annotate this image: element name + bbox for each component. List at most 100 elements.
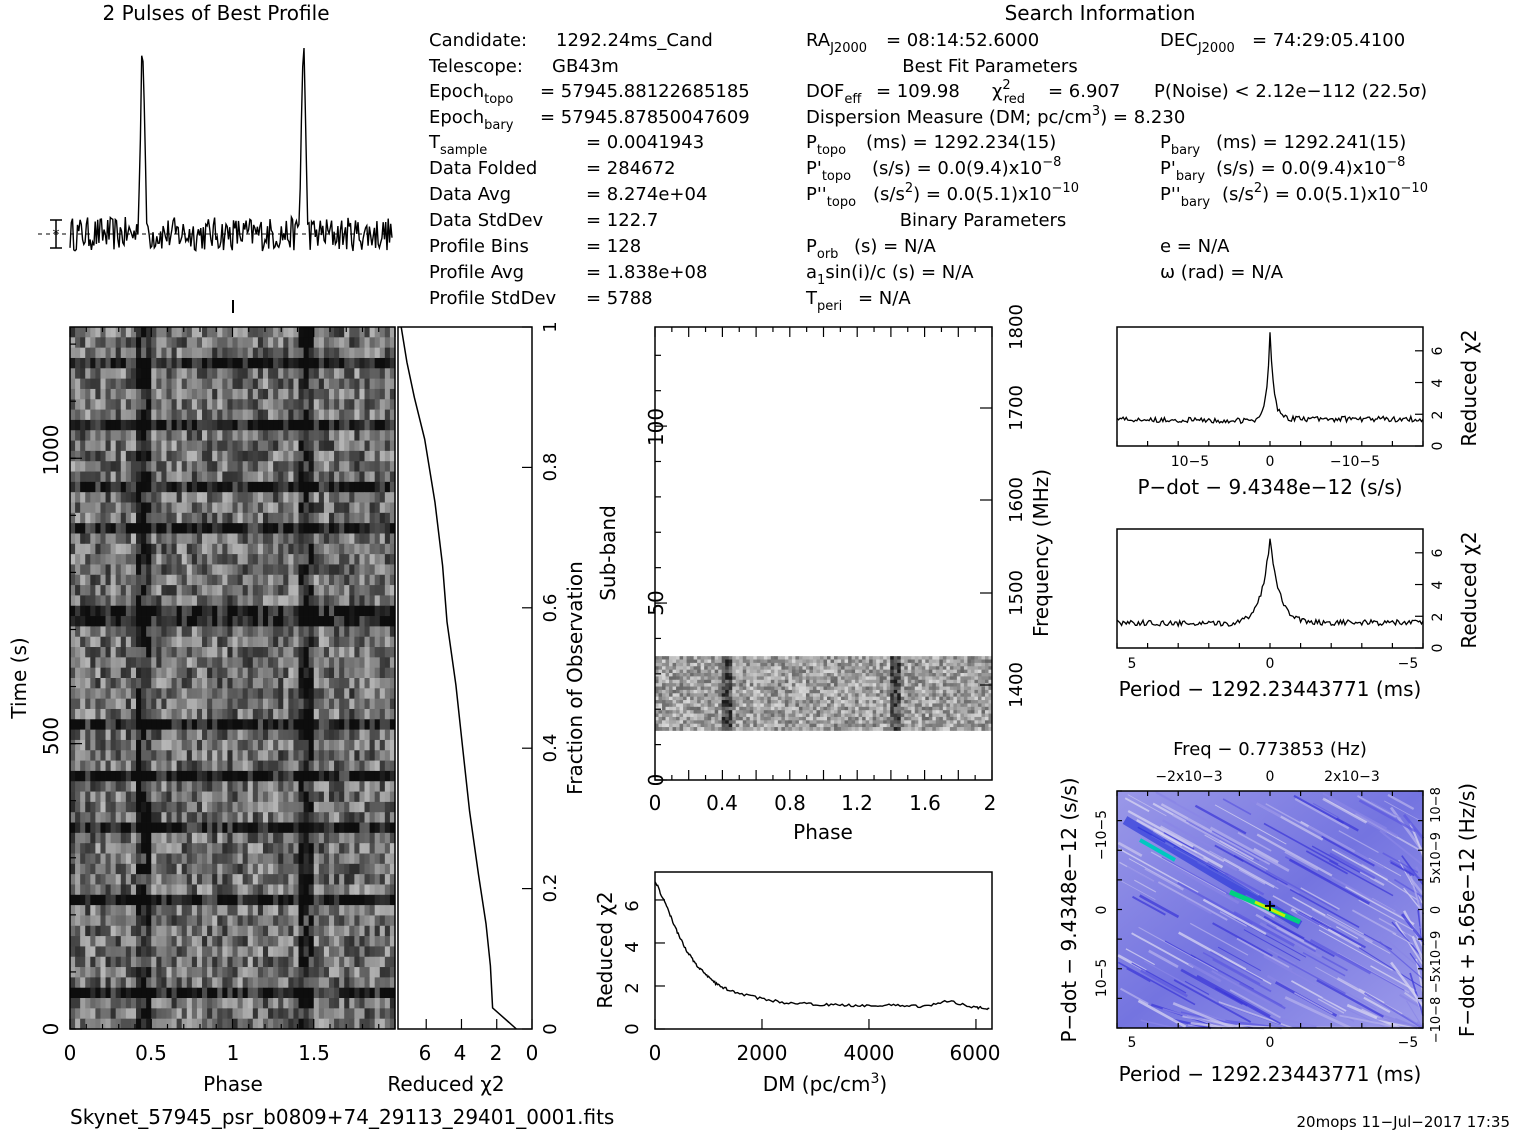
tp-cell — [283, 884, 289, 896]
tp-cell — [334, 636, 340, 648]
tp-cell — [252, 977, 259, 989]
tp-cell — [268, 729, 274, 741]
tp-cell — [232, 605, 238, 617]
tp-cell — [268, 770, 274, 782]
tp-cell — [268, 905, 274, 916]
tp-cell — [186, 574, 193, 586]
tp-cell — [202, 368, 208, 380]
tp-cell — [171, 512, 178, 524]
tp-cell — [374, 967, 381, 978]
tp-cell — [217, 801, 223, 813]
tp-cell — [196, 698, 203, 710]
tp-cell — [268, 399, 274, 410]
tp-cell — [161, 667, 167, 679]
tp-cell — [323, 409, 330, 421]
tp-cell — [120, 378, 127, 390]
tp-cell — [130, 440, 137, 452]
tp-cell — [247, 461, 254, 472]
tp-cell — [100, 512, 106, 524]
sb-cell — [988, 659, 993, 664]
tp-cell — [85, 450, 91, 462]
tp-cell — [130, 822, 137, 834]
tp-cell — [369, 977, 376, 989]
tp-cell — [141, 874, 147, 885]
tp-cell — [222, 337, 228, 349]
sb-cell — [742, 659, 747, 664]
tp-cell — [156, 647, 162, 658]
tp-cell — [288, 419, 294, 431]
tp-cell — [379, 853, 386, 865]
tp-cell — [202, 698, 208, 710]
tp-cell — [186, 512, 193, 524]
tp-cell — [237, 998, 244, 1009]
tp-cell — [237, 915, 244, 927]
tp-cell — [181, 750, 188, 761]
tp-cell — [364, 626, 371, 638]
tp-cell — [186, 894, 193, 906]
tp-cell — [95, 760, 101, 772]
tp-cell — [100, 925, 106, 937]
tp-cell — [349, 357, 355, 369]
tp-cell — [318, 822, 325, 834]
tp-cell — [379, 647, 386, 658]
tp-cell — [283, 533, 289, 545]
tp-cell — [100, 327, 106, 338]
tp-cell — [262, 502, 269, 514]
tp-cell — [186, 987, 193, 999]
tp-cell — [308, 698, 315, 710]
sb-cell — [686, 662, 691, 667]
sb-cell — [781, 662, 786, 667]
tp-cell — [354, 585, 360, 596]
tp-cell — [151, 636, 157, 648]
sb-cell — [876, 662, 881, 667]
tp-cell — [95, 450, 101, 462]
tp-cell — [374, 708, 381, 720]
tp-cell — [110, 719, 117, 731]
tp-cell — [328, 832, 335, 844]
tp-cell — [227, 863, 233, 875]
tp-cell — [95, 595, 101, 607]
tp-cell — [136, 987, 142, 999]
tp-cell — [308, 585, 315, 596]
tp-cell — [354, 678, 360, 689]
tp-cell — [262, 564, 269, 576]
tp-cell — [70, 894, 76, 906]
tp-cell — [125, 698, 132, 710]
tp-cell — [323, 368, 330, 380]
tp-cell — [349, 574, 355, 586]
tp-cell — [146, 523, 152, 534]
tp-cell — [110, 605, 117, 617]
tp-cell — [85, 388, 91, 400]
sb-cell — [900, 666, 905, 671]
tp-cell — [146, 987, 152, 999]
tp-cell — [268, 667, 274, 679]
tp-cell — [75, 977, 81, 989]
tp-cell — [186, 998, 193, 1009]
tp-cell — [339, 616, 345, 627]
tp-cell — [278, 946, 284, 958]
tp-cell — [369, 419, 376, 431]
tp-cell — [90, 863, 96, 875]
tp-cell — [146, 812, 152, 823]
tp-cell — [369, 1008, 376, 1020]
tp-cell — [90, 760, 96, 772]
tp-cell — [196, 946, 203, 958]
tp-cell — [288, 523, 294, 534]
tp-cell — [115, 750, 122, 761]
tp-cell — [374, 419, 381, 431]
tp-cell — [161, 770, 167, 782]
tp-cell — [80, 399, 86, 410]
tp-cell — [242, 729, 249, 741]
tp-cell — [232, 626, 238, 638]
tp-cell — [237, 347, 244, 359]
tp-cell — [110, 832, 117, 844]
tp-cell — [227, 822, 233, 834]
tp-cell — [268, 936, 274, 947]
tp-cell — [202, 574, 208, 586]
tp-cell — [364, 678, 371, 689]
sb-cell — [798, 669, 803, 674]
tp-cell — [222, 863, 228, 875]
tp-cell — [110, 554, 117, 565]
sb-cell — [956, 659, 961, 664]
tp-cell — [151, 708, 157, 720]
